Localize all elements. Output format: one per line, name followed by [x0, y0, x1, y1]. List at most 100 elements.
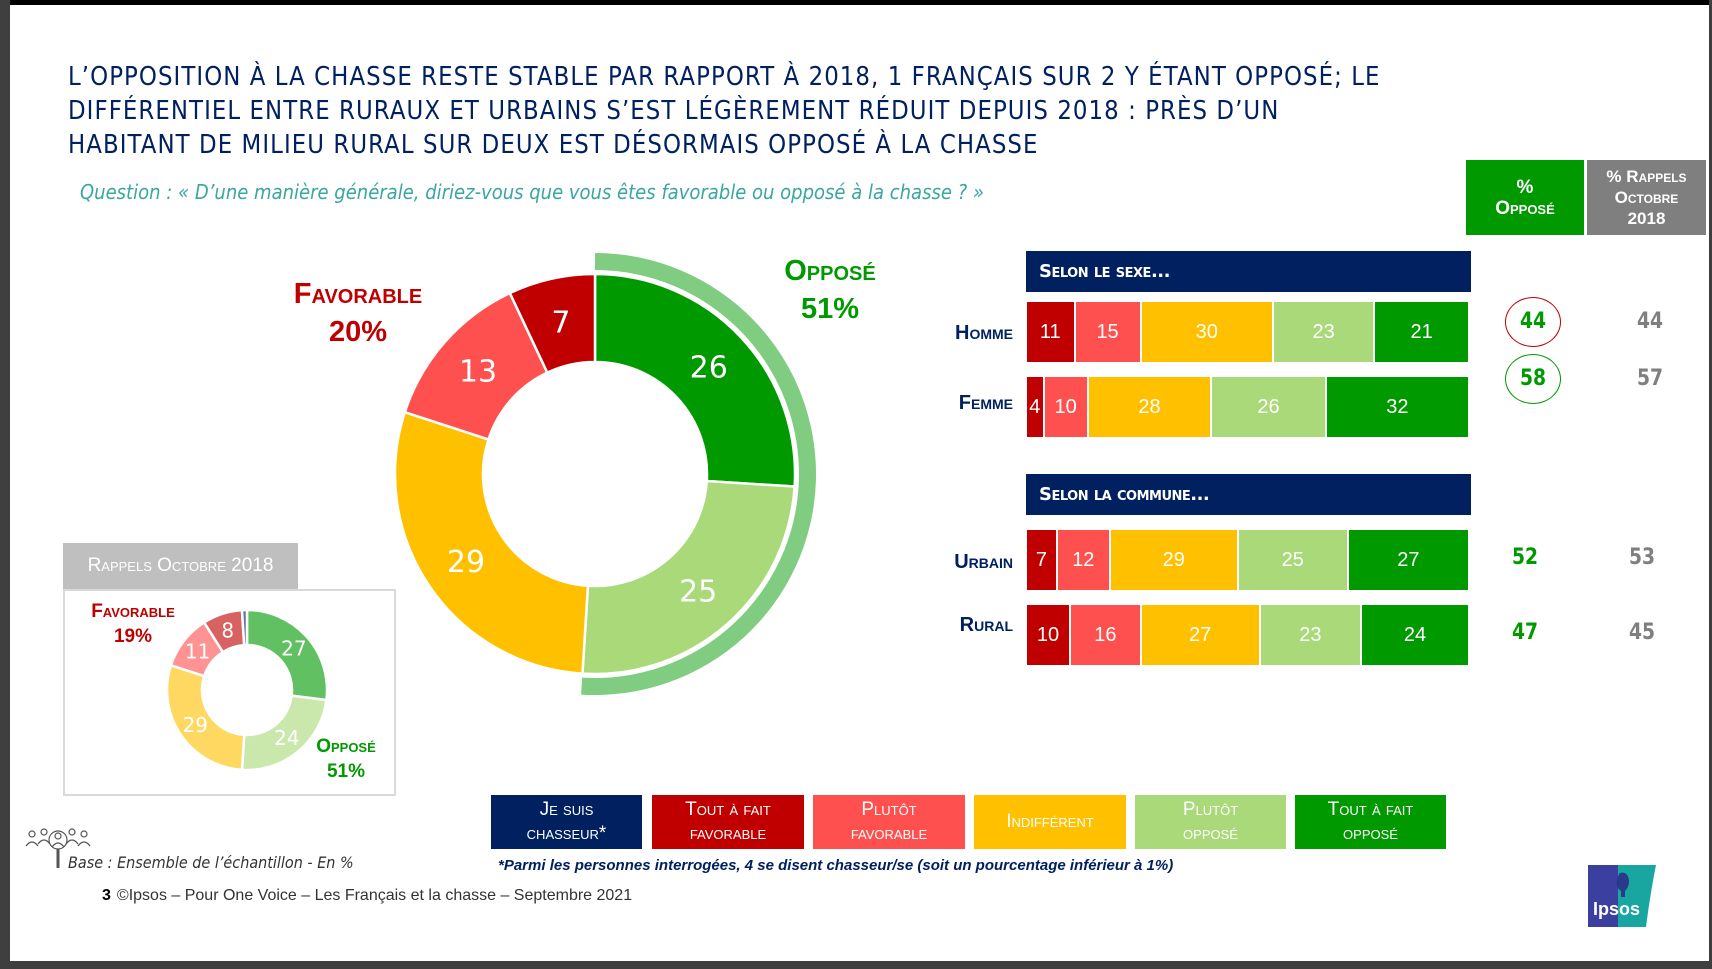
- main-donut-slice-label: 7: [551, 305, 570, 340]
- oppose-summary-value: 51%: [800, 293, 860, 325]
- bar-segment-tout-fait-oppose: 32: [1326, 377, 1468, 437]
- rappels-oppose-value: 51%: [326, 761, 366, 782]
- main-donut-slice-tout-fait-favorable: [508, 272, 597, 375]
- people-magnifier-icon: [25, 828, 91, 868]
- legend-item-plutot-oppose: Plutôt opposé: [1135, 795, 1286, 849]
- legend-item-chasseur: Je suis chasseur*: [491, 795, 642, 849]
- legend-item-label: Plutôt opposé: [1182, 799, 1239, 844]
- legend-item-label: Tout à fait opposé: [1327, 799, 1414, 844]
- main-donut-slice-plutot-oppose: [581, 479, 796, 676]
- rappels-panel-header: Rappels Octobre 2018: [63, 543, 298, 589]
- slide-footer: 3 ©Ipsos – Pour One Voice – Les Français …: [102, 887, 632, 905]
- favorable-summary: Favorable 20%: [268, 275, 448, 351]
- bar-segment-indifferent: 29: [1110, 530, 1239, 590]
- row-label-femme: Femme: [958, 392, 1013, 414]
- window-frame-bottom: [0, 961, 1712, 969]
- legend-item-indifferent: Indifférent: [974, 795, 1126, 849]
- oppose-value-urbain: 52: [1511, 545, 1539, 570]
- slide-title-line: HABITANT DE MILIEU RURAL SUR DEUX EST DÉ…: [68, 130, 1039, 160]
- ipsos-logo: Ipsos: [1588, 865, 1656, 927]
- bar-segment-indifferent: 30: [1141, 302, 1274, 362]
- bar-segment-plutot-oppose: 25: [1238, 530, 1349, 590]
- stacked-bar-urbain: 7 12 29 25 27: [1027, 530, 1468, 590]
- bar-segment-plutot-oppose: 23: [1273, 302, 1376, 362]
- page-number: 3: [102, 887, 111, 904]
- bar-segment-tout-fait-favorable: 4: [1027, 377, 1045, 437]
- rappels-value-homme: 44: [1636, 309, 1664, 334]
- header-rappels-line3: 2018: [1627, 209, 1666, 228]
- window-frame-left: [0, 0, 10, 969]
- ipsos-logo-text: Ipsos: [1593, 899, 1640, 919]
- legend-item-label: Tout à fait favorable: [685, 799, 771, 844]
- stacked-bar-femme: 4 10 28 26 32: [1027, 377, 1468, 437]
- section-commune-header: Selon la commune...: [1026, 474, 1471, 515]
- main-donut-slice-label: 26: [690, 351, 728, 386]
- bar-segment-indifferent: 28: [1088, 377, 1213, 437]
- rappels-favorable-summary: Favorable 19%: [70, 599, 196, 649]
- bar-segment-plutot-favorable: 15: [1075, 302, 1142, 362]
- oppose-value-femme: 58: [1519, 366, 1547, 391]
- bar-segment-indifferent: 27: [1141, 605, 1261, 665]
- bar-segment-tout-fait-oppose: 24: [1362, 605, 1468, 665]
- bar-segment-plutot-favorable: 10: [1044, 377, 1089, 437]
- main-donut-slice-label: 13: [459, 354, 497, 389]
- bar-segment-plutot-oppose: 23: [1260, 605, 1363, 665]
- rappels-value-urbain: 53: [1628, 545, 1656, 570]
- main-donut-slice-tout-fait-oppose: [593, 272, 797, 488]
- oppose-summary: Opposé 51%: [755, 252, 905, 328]
- base-note: Base : Ensemble de l’échantillon - En %: [68, 853, 354, 872]
- slide-title-line: L’OPPOSITION À LA CHASSE RESTE STABLE PA…: [68, 62, 1381, 92]
- window-frame-top: [0, 0, 1712, 5]
- stacked-bar-rural: 10 16 27 23 24: [1027, 605, 1468, 665]
- stacked-bar-homme: 11 15 30 23 21: [1027, 302, 1468, 362]
- rappels-favorable-title: Favorable: [91, 601, 175, 622]
- highlight-circle-femme: [1505, 354, 1561, 404]
- bar-segment-tout-fait-favorable: 10: [1027, 605, 1072, 665]
- rappels-panel: [63, 589, 396, 796]
- legend-item-label: Je suis chasseur*: [526, 799, 607, 844]
- bar-segment-plutot-oppose: 26: [1212, 377, 1327, 437]
- section-sexe-header: Selon le sexe...: [1026, 251, 1471, 292]
- rappels-oppose-title: Opposé: [316, 736, 376, 757]
- slide-title-line: DIFFÉRENTIEL ENTRE RURAUX ET URBAINS S’E…: [68, 96, 1280, 126]
- rappels-oppose-summary: Opposé 51%: [300, 734, 392, 784]
- copyright-text: ©Ipsos – Pour One Voice – Les Français e…: [116, 887, 633, 904]
- row-label-homme: Homme: [955, 322, 1013, 344]
- bar-segment-tout-fait-favorable: 7: [1027, 530, 1058, 590]
- bar-segment-tout-fait-oppose: 21: [1375, 302, 1468, 362]
- rappels-value-rural: 45: [1628, 620, 1656, 645]
- bar-segment-plutot-favorable: 12: [1057, 530, 1111, 590]
- oppose-value-rural: 47: [1511, 620, 1539, 645]
- chasseur-footnote: *Parmi les personnes interrogées, 4 se d…: [498, 857, 1174, 874]
- header-oppose-line2: Opposé: [1495, 197, 1555, 219]
- window-frame-right: [1709, 0, 1712, 969]
- header-rappels-line2: Octobre: [1614, 188, 1679, 207]
- legend-item-tout-fait-oppose: Tout à fait opposé: [1295, 795, 1446, 849]
- header-oppose-line1: %: [1516, 176, 1534, 198]
- favorable-summary-title: Favorable: [293, 278, 423, 310]
- oppose-summary-title: Opposé: [784, 255, 876, 287]
- survey-question: Question : « D’une manière générale, dir…: [80, 180, 985, 204]
- legend-item-tout-fait-favorable: Tout à fait favorable: [652, 795, 804, 849]
- bar-segment-plutot-favorable: 16: [1071, 605, 1142, 665]
- header-rappels-line1: % Rappels: [1606, 167, 1687, 186]
- main-donut-slice-indifferent: [393, 410, 590, 675]
- main-donut-slice-label: 25: [679, 575, 717, 610]
- rappels-value-femme: 57: [1636, 366, 1664, 391]
- legend-item-label: Plutôt favorable: [850, 799, 928, 844]
- highlight-circle-homme: [1505, 297, 1561, 347]
- legend-item-label: Indifférent: [1006, 811, 1094, 832]
- header-rappels-2018: % Rappels Octobre 2018: [1587, 160, 1706, 235]
- favorable-summary-value: 20%: [328, 316, 388, 348]
- rappels-favorable-value: 19%: [113, 626, 153, 647]
- row-label-rural: Rural: [959, 614, 1013, 636]
- bar-segment-tout-fait-favorable: 11: [1027, 302, 1076, 362]
- legend-item-plutot-favorable: Plutôt favorable: [813, 795, 965, 849]
- oppose-value-homme: 44: [1519, 309, 1547, 334]
- main-donut-slice-label: 29: [447, 545, 485, 580]
- bar-segment-tout-fait-oppose: 27: [1348, 530, 1468, 590]
- row-label-urbain: Urbain: [954, 551, 1013, 573]
- header-percent-oppose: % Opposé: [1466, 160, 1584, 235]
- slide-title: L’OPPOSITION À LA CHASSE RESTE STABLE PA…: [68, 60, 1441, 162]
